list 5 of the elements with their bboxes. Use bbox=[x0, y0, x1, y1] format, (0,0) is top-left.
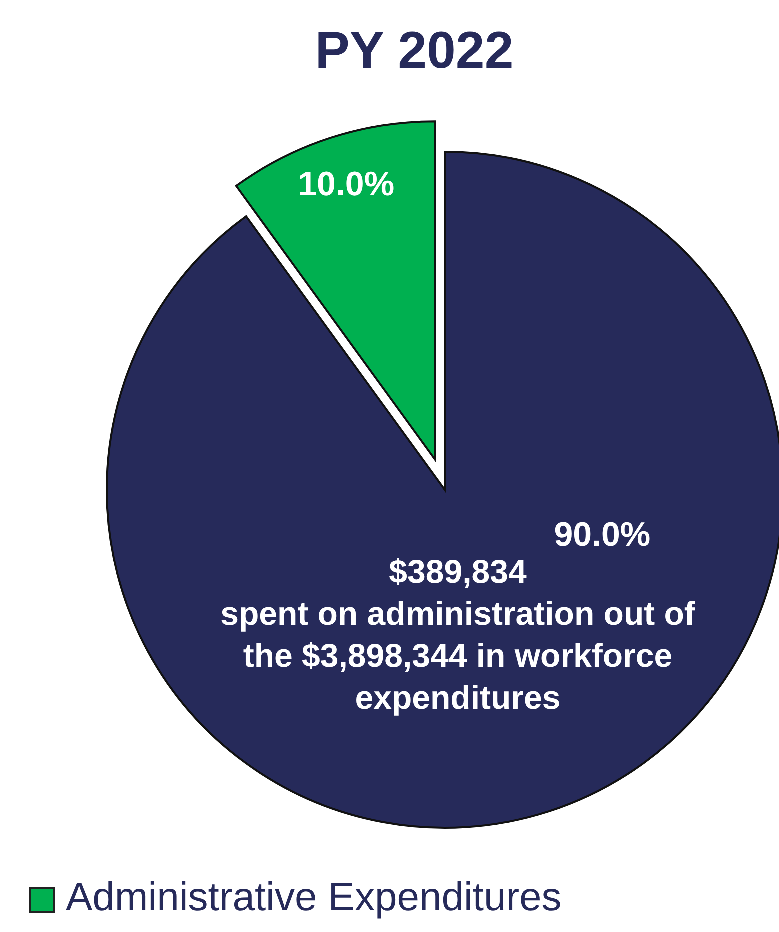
data-label: 10.0% bbox=[298, 165, 395, 204]
data-label: 90.0% bbox=[554, 516, 651, 554]
text: $389,834 spent on administration out of the $3,898,344 in workforce expenditures bbox=[220, 553, 696, 716]
legend-label: Administrative Expenditures bbox=[66, 876, 562, 920]
chart-title: PY 2022 bbox=[315, 22, 514, 80]
